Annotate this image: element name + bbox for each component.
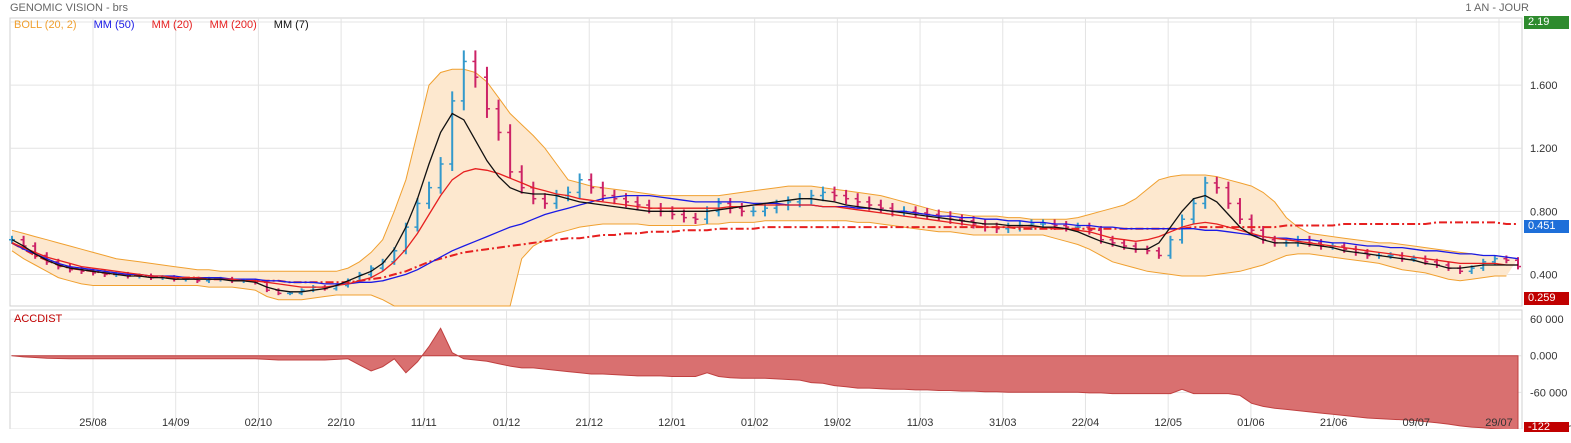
last-price-badge: 0.451 [1524,220,1569,233]
legend-boll[interactable]: BOLL (20, 2) [14,19,77,31]
date-tick-label: 22/04 [1072,417,1100,429]
low-price-badge: 0.259 [1524,292,1569,305]
price-tick-label: 1.600 [1530,80,1558,92]
date-tick-label: 31/03 [989,417,1017,429]
price-bar [738,203,745,217]
price-bar [599,181,606,202]
legend-mm200[interactable]: MM (200) [209,19,257,31]
chart-title: GENOMIC VISION - brs [10,2,128,14]
mm7-line [11,112,1518,293]
date-tick-label: 02/10 [245,417,273,429]
price-bar [750,206,757,217]
date-tick-label: 11/03 [907,417,934,429]
legend-mm20[interactable]: MM (20) [151,19,193,31]
date-tick-label: 11/11 [411,417,437,429]
price-bar [819,186,826,202]
date-tick-label: 14/09 [162,417,190,429]
date-tick-label: 22/10 [327,417,355,429]
bollinger-band [12,69,1518,306]
price-bar [1155,247,1162,259]
date-tick-label: 21/12 [575,417,603,429]
price-tick-label: 0.800 [1530,206,1558,218]
accdist-tick-label: 60 000 [1530,314,1564,326]
price-bar [1225,181,1232,209]
date-tick-label: 09/07 [1403,417,1431,429]
price-bar [1063,221,1070,232]
price-bar [518,165,525,194]
date-tick-label: 29/07 [1485,417,1513,429]
price-bar [437,157,444,194]
price-bar [843,189,850,205]
date-tick-label: 01/02 [741,417,769,429]
price-bar [1202,176,1209,209]
date-tick-label: 21/06 [1320,417,1348,429]
accdist-last-badge: -122 042 [1524,422,1569,443]
bollinger-upper-line [11,68,1519,272]
date-tick-label: 19/02 [824,417,852,429]
price-bar [414,198,421,232]
accdist-tick-label: -60 000 [1530,387,1567,399]
price-bar [460,50,467,111]
price-bar [1248,214,1255,235]
price-panel-frame [9,17,1523,307]
price-bars [9,50,1521,296]
price-bar [1190,198,1197,224]
mm20-line [11,168,1518,288]
period-selector[interactable]: 1 AN - JOUR [1465,2,1529,14]
price-bar [426,181,433,209]
legend-mm50[interactable]: MM (50) [93,19,135,31]
price-bar [483,66,490,118]
date-tick-label: 01/12 [493,417,521,429]
price-bar [541,193,548,209]
price-bar [1236,198,1243,224]
price-bar [472,50,479,88]
date-tick-label: 01/06 [1237,417,1265,429]
price-tick-label: 1.200 [1530,143,1558,155]
price-bar [1213,176,1220,194]
price-bar [831,186,838,202]
price-bar [588,173,595,194]
indicator-legend: BOLL (20, 2) MM (50) MM (20) MM (200) MM… [14,19,323,31]
accdist-panel-frame [9,309,1523,429]
price-tick-label: 0.400 [1530,269,1558,281]
high-price-badge: 2.19 [1524,16,1569,29]
date-axis-ticks: 25/08 14/09 02/10 22/10 11/11 01/12 21/12 12/01… [79,417,1513,429]
legend-mm7[interactable]: MM (7) [273,19,309,31]
price-bar [1167,235,1174,259]
bollinger-lower-line [11,220,1507,307]
accdist-label: ACCDIST [14,313,63,325]
price-bar [715,198,722,217]
price-bar [507,124,514,179]
price-bar [854,193,861,208]
price-bar [1515,257,1521,270]
date-tick-label: 25/08 [79,417,107,429]
date-tick-label: 12/05 [1154,417,1182,429]
price-bar [449,91,456,171]
price-bar [692,212,699,224]
price-bar [877,199,884,214]
accdist-area [11,327,1519,429]
date-tick-label: 12/01 [658,417,686,429]
price-grid [9,17,1523,307]
price-bar [634,196,641,211]
accdist-tick-label: 0.000 [1530,351,1558,363]
price-bar [576,173,583,199]
price-bar [495,99,502,141]
